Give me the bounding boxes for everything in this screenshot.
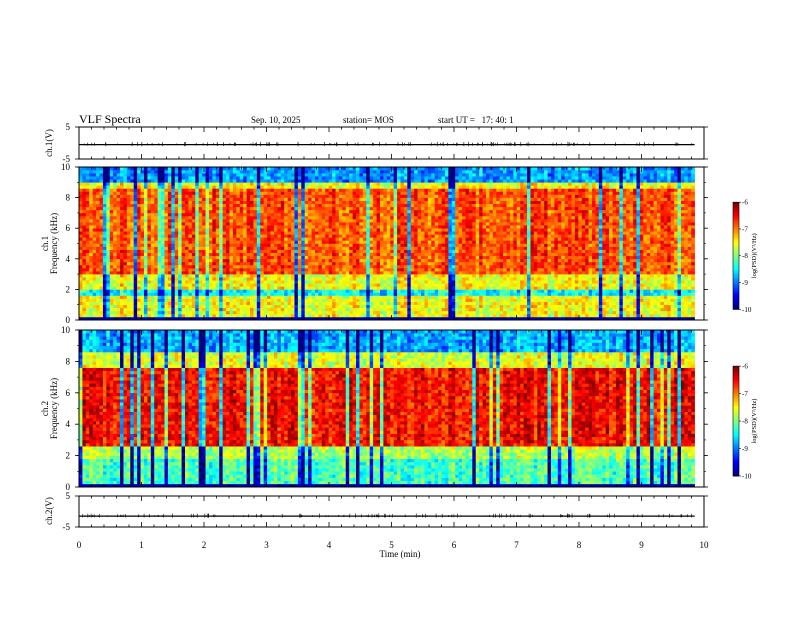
panel2-colorbar-tick: -6 xyxy=(742,363,748,371)
x-tick-label: 9 xyxy=(639,540,644,550)
panel1-ytick-label: 6 xyxy=(66,223,71,233)
panel2-ytick-label: 8 xyxy=(66,356,71,366)
x-tick-label: 4 xyxy=(327,540,332,550)
panel3-ytick-label: 5 xyxy=(66,491,71,501)
x-tick-label: 1 xyxy=(139,540,144,550)
panel1-ytick-label: 10 xyxy=(61,162,71,172)
panel1-colorbar-tick: -9 xyxy=(742,279,748,287)
panel1-colorbar-tick: -8 xyxy=(742,252,748,260)
panel2-ytick-label: 2 xyxy=(66,451,71,461)
panel1-colorbar-tick: -10 xyxy=(742,306,752,314)
panel2-colorbar-label: log(PSD)(V²/Hz) xyxy=(751,399,758,444)
panel2-spectrogram-cells xyxy=(79,330,695,487)
panel1-colorbar-tick: -6 xyxy=(742,199,748,207)
x-tick-label: 3 xyxy=(264,540,269,550)
panel1-ytick-label: 0 xyxy=(66,315,71,325)
panel1-ytick-label: 8 xyxy=(66,193,71,203)
panel1-colorbar-tick: -7 xyxy=(742,225,748,233)
x-tick-label: 2 xyxy=(202,540,207,550)
x-tick-label: 0 xyxy=(77,540,82,550)
panel0-ytick-label: 5 xyxy=(66,122,71,132)
x-axis-label: Time (min) xyxy=(380,549,421,559)
panel1-colorbar-label: log(PSD)(V²/Hz) xyxy=(751,233,758,278)
panel2-colorbar-tick: -10 xyxy=(742,473,752,481)
panel1-ytick-label: 4 xyxy=(66,254,71,264)
panel2-colorbar: -6 -7 -8 -9 -10 log(PSD)(V²/Hz) xyxy=(733,363,758,481)
x-tick-label: 10 xyxy=(700,540,710,550)
panel2-ylabel-line: Frequency (kHz) xyxy=(49,378,59,439)
chart-title: VLF Spectra xyxy=(79,112,141,126)
ch2-waveform-ylabel: ch.2(V) xyxy=(44,497,54,525)
header-station: station= MOS xyxy=(343,115,394,125)
x-tick-label: 7 xyxy=(514,540,519,550)
ch1-waveform-ylabel: ch.1(V) xyxy=(44,129,54,157)
x-tick-label: 8 xyxy=(577,540,582,550)
panel1-spectrogram-cells xyxy=(79,167,695,320)
panel2-colorbar-tick: -9 xyxy=(742,445,748,453)
panel2-ytick-label: 4 xyxy=(66,419,71,429)
header-date: Sep. 10, 2025 xyxy=(251,115,301,125)
panel3-ytick-label: -5 xyxy=(63,522,71,532)
header-start-ut: start UT = 17: 40: 1 xyxy=(438,115,514,125)
panel2-colorbar-tick: -8 xyxy=(742,418,748,426)
x-tick-label: 6 xyxy=(452,540,457,550)
panel1-ytick-label: 2 xyxy=(66,284,71,294)
panel2-ytick-label: 6 xyxy=(66,388,71,398)
panel2-ytick-label: 10 xyxy=(61,325,71,335)
panel1-colorbar: -6 -7 -8 -9 -10 log(PSD)(V²/Hz) xyxy=(733,199,758,314)
panel1-ylabel-line: Frequency (kHz) xyxy=(49,213,59,274)
panel2-colorbar-tick: -7 xyxy=(742,390,748,398)
